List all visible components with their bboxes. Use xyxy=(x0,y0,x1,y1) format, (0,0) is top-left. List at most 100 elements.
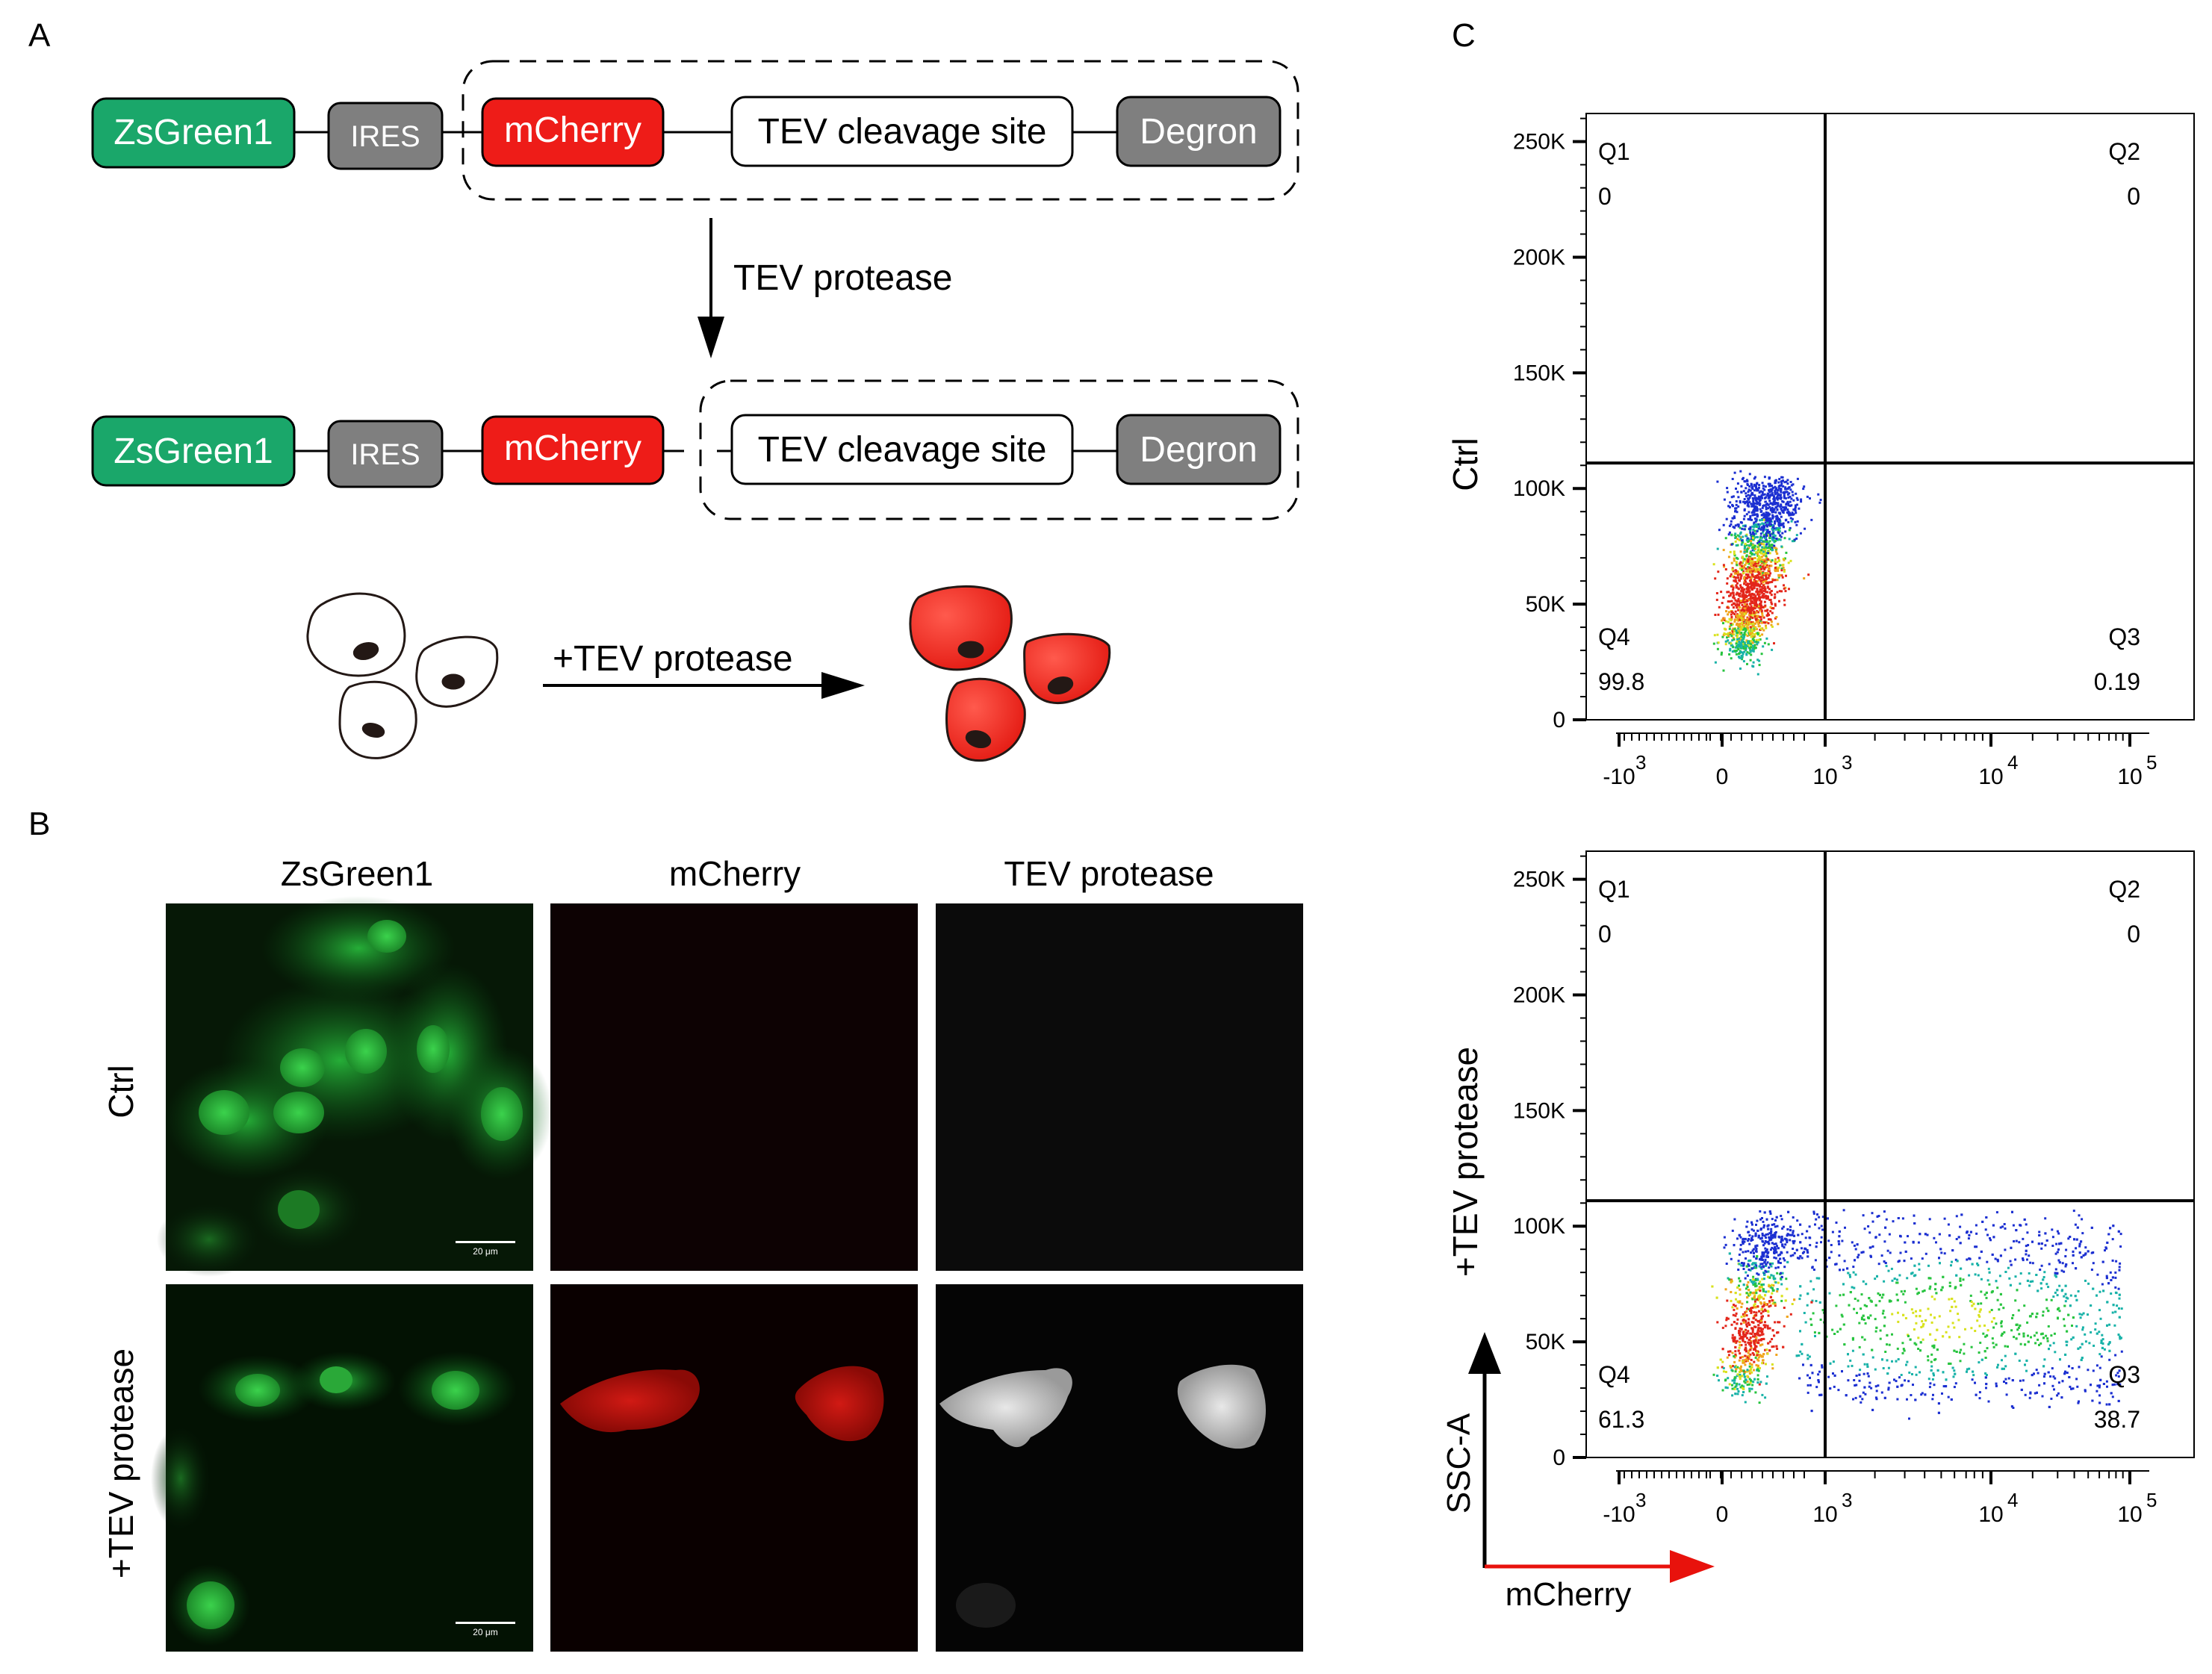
event-dot xyxy=(1770,590,1773,592)
event-dot xyxy=(1753,1265,1756,1268)
event-dot xyxy=(1742,1337,1745,1340)
event-dot xyxy=(1809,1318,1812,1321)
event-dot xyxy=(1927,1355,1930,1358)
event-dot xyxy=(1755,487,1758,490)
event-dot xyxy=(1953,1386,1956,1389)
event-dot xyxy=(1755,526,1758,528)
event-dot xyxy=(2025,1369,2028,1372)
event-dot xyxy=(2002,1307,2005,1310)
event-dot xyxy=(2114,1276,2117,1279)
event-dot xyxy=(1974,1307,1977,1310)
event-dot xyxy=(2031,1374,2034,1377)
event-dot xyxy=(1883,1396,1886,1399)
mcherry-label: mCherry xyxy=(504,429,641,468)
event-dot xyxy=(1980,1250,1983,1253)
event-dot xyxy=(1752,538,1755,541)
event-dot xyxy=(1754,580,1757,583)
event-dot xyxy=(1765,1218,1768,1221)
event-dot xyxy=(1769,1295,1772,1298)
event-dot xyxy=(1724,537,1727,540)
event-dot xyxy=(2035,1274,2038,1276)
event-dot xyxy=(1992,1345,1995,1348)
event-dot xyxy=(1743,594,1746,597)
event-dot xyxy=(1762,621,1765,624)
event-dot xyxy=(1897,1320,1900,1323)
event-dot xyxy=(2070,1387,2073,1390)
event-dot xyxy=(1741,603,1744,606)
event-dot xyxy=(1821,1309,1824,1312)
event-dot xyxy=(1786,482,1789,485)
event-dot xyxy=(2111,1384,2114,1387)
event-dot xyxy=(1726,582,1729,585)
event-dot xyxy=(1774,492,1777,495)
event-dot xyxy=(1735,629,1738,632)
event-dot xyxy=(1743,1361,1746,1364)
quadrant-q3-label: Q3 xyxy=(2108,1361,2140,1388)
event-dot xyxy=(1760,653,1763,656)
event-dot xyxy=(1741,527,1744,530)
event-dot xyxy=(1761,591,1763,594)
event-dot xyxy=(1750,540,1753,542)
event-dot xyxy=(1748,501,1751,504)
event-dot xyxy=(1796,1257,1799,1260)
event-dot xyxy=(1871,1348,1874,1351)
event-dot xyxy=(1792,499,1795,502)
event-dot xyxy=(1978,1257,1981,1260)
event-dot xyxy=(2100,1342,2103,1344)
event-dot xyxy=(1760,1308,1763,1311)
event-dot xyxy=(1755,1289,1758,1292)
event-dot xyxy=(1787,496,1790,499)
event-dot xyxy=(1742,660,1745,663)
event-dot xyxy=(1739,638,1742,641)
event-dot xyxy=(1938,1233,1941,1236)
event-dot xyxy=(1859,1395,1862,1398)
event-dot xyxy=(1741,595,1744,598)
event-dot xyxy=(1835,1222,1838,1224)
event-dot xyxy=(1854,1396,1857,1399)
event-dot xyxy=(1732,586,1735,589)
event-dot xyxy=(1994,1257,1997,1260)
event-dot xyxy=(1757,1320,1759,1323)
event-dot xyxy=(1904,1317,1907,1319)
event-dot xyxy=(1768,530,1771,533)
event-dot xyxy=(1761,482,1764,485)
event-dot xyxy=(1933,1374,1935,1377)
event-dot xyxy=(2039,1269,2042,1271)
event-dot xyxy=(1775,487,1778,490)
event-dot xyxy=(1887,1269,1890,1272)
event-dot xyxy=(1713,634,1716,637)
event-dot xyxy=(1749,1332,1752,1335)
event-dot xyxy=(1927,1359,1930,1362)
event-dot xyxy=(2000,1322,2003,1325)
event-dot xyxy=(2084,1279,2087,1282)
event-dot xyxy=(2034,1342,2037,1345)
event-dot xyxy=(1793,1298,1796,1301)
event-dot xyxy=(1992,1326,1995,1329)
event-dot xyxy=(1750,1237,1753,1240)
event-dot xyxy=(2051,1384,2054,1387)
event-dot xyxy=(1760,1302,1763,1305)
event-dot xyxy=(2020,1388,2023,1391)
event-dot xyxy=(1747,576,1750,579)
event-dot xyxy=(1915,1343,1918,1346)
event-dot xyxy=(1771,502,1773,505)
event-dot xyxy=(1951,1322,1954,1325)
event-dot xyxy=(2043,1382,2045,1385)
event-dot xyxy=(1750,1346,1753,1349)
event-dot xyxy=(1768,574,1771,577)
plot-frame xyxy=(1585,850,2195,1458)
event-dot xyxy=(1751,632,1753,635)
event-dot xyxy=(1919,1349,1921,1352)
event-dot xyxy=(1799,1241,1802,1244)
event-dot xyxy=(1799,532,1802,535)
event-dot xyxy=(1927,1307,1930,1310)
event-dot xyxy=(1742,1391,1745,1393)
event-dot xyxy=(1728,1252,1731,1255)
event-dot xyxy=(1743,632,1746,635)
flow-y-label: SSC-A xyxy=(1441,1413,1477,1513)
event-dot xyxy=(1841,1239,1844,1242)
event-dot xyxy=(1738,1234,1741,1237)
event-dot xyxy=(1762,550,1765,553)
event-dot xyxy=(1947,1325,1950,1328)
event-dot xyxy=(1739,1280,1742,1283)
